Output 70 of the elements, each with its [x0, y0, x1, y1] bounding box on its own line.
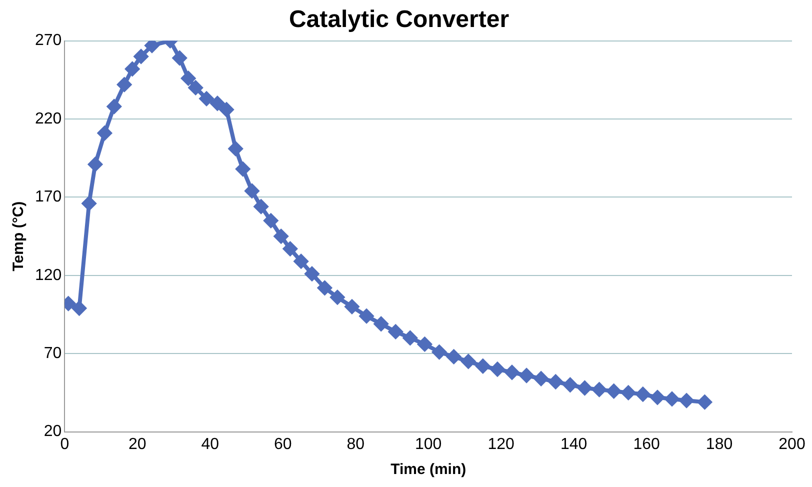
point — [294, 254, 308, 268]
y-tick-label: 120 — [34, 266, 62, 284]
point — [330, 290, 344, 304]
point — [563, 378, 578, 392]
point — [117, 78, 132, 92]
x-tick-label: 200 — [778, 436, 806, 453]
point — [534, 372, 548, 386]
x-tick-label: 60 — [274, 436, 292, 453]
point — [418, 337, 432, 352]
point — [664, 392, 679, 406]
point — [606, 384, 621, 398]
point — [388, 324, 403, 339]
point — [82, 196, 96, 210]
y-tick-label: 170 — [34, 188, 62, 206]
point — [476, 359, 490, 374]
x-tick-label: 140 — [560, 436, 588, 453]
point — [374, 316, 388, 331]
point — [698, 395, 712, 410]
y-tick-label: 20 — [44, 423, 62, 440]
point — [107, 99, 122, 114]
x-tick-label: 40 — [201, 436, 220, 453]
point — [98, 126, 112, 140]
point — [134, 49, 148, 64]
point — [490, 362, 504, 376]
point — [680, 394, 694, 408]
point — [125, 62, 140, 76]
point — [228, 142, 243, 156]
point — [220, 102, 234, 117]
point — [432, 345, 446, 360]
point — [548, 374, 563, 389]
point — [88, 157, 102, 172]
point — [264, 214, 278, 228]
x-tick-label: 20 — [128, 436, 146, 453]
point — [72, 301, 86, 316]
point — [274, 229, 288, 244]
point — [318, 280, 332, 295]
point — [210, 96, 224, 110]
y-tick-label: 220 — [34, 110, 62, 128]
point — [283, 242, 298, 256]
point — [360, 309, 374, 324]
x-tick-label: 120 — [488, 436, 515, 453]
point — [650, 390, 664, 404]
point — [344, 300, 359, 314]
x-tick-label: 0 — [60, 436, 70, 453]
point — [636, 387, 650, 402]
point — [236, 162, 250, 176]
y-tick-label: 70 — [44, 345, 62, 362]
x-tick-label: 100 — [414, 436, 442, 453]
y-axis-title: Temp (°C) — [10, 201, 28, 272]
y-tick-label: 270 — [34, 32, 62, 50]
point — [520, 368, 534, 382]
point — [244, 184, 259, 198]
chart-title: Catalytic Converter — [288, 6, 510, 34]
point — [446, 350, 461, 364]
x-tick-label: 80 — [346, 436, 365, 453]
point — [592, 382, 606, 397]
point — [304, 266, 319, 281]
point — [504, 365, 519, 380]
point — [254, 200, 268, 214]
x-axis-title: Time (min) — [390, 461, 466, 478]
point — [181, 71, 196, 86]
point — [200, 92, 214, 106]
point — [403, 330, 418, 345]
x-tick-label: 180 — [706, 436, 733, 453]
point — [172, 51, 187, 66]
point — [621, 386, 636, 400]
point — [578, 381, 592, 396]
point — [461, 354, 476, 368]
x-tick-label: 160 — [633, 436, 660, 453]
point — [188, 80, 203, 95]
